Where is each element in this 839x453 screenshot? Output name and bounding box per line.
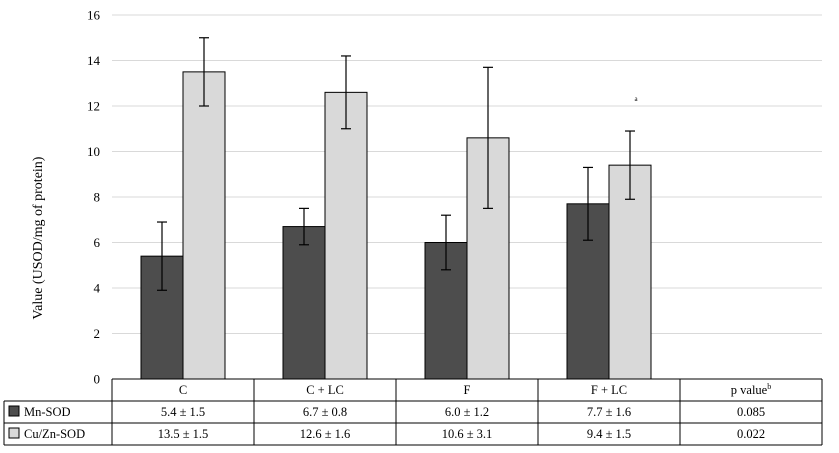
y-tick-label: 16 [87,8,101,23]
p-value-cell: 0.022 [737,427,765,441]
y-tick-label: 4 [94,281,101,296]
legend-swatch [8,427,20,439]
bar-cu-zn-sod [324,91,368,380]
table-cell: 12.6 ± 1.6 [300,427,351,441]
p-value-header: p valueb [731,382,771,397]
table-cell: 9.4 ± 1.5 [587,427,631,441]
legend-label: Cu/Zn-SOD [24,427,85,441]
table-cell: 10.6 ± 3.1 [442,427,493,441]
y-tick-label: 10 [87,144,100,159]
annotation-label: a [634,95,638,103]
legend-label: Mn-SOD [24,405,71,419]
bar-mn-sod [282,226,326,380]
y-tick-label: 8 [94,190,101,205]
y-tick-label: 2 [94,326,101,341]
table-cell: 6.0 ± 1.2 [445,405,489,419]
table-cell: 6.7 ± 0.8 [303,405,347,419]
table-cell: 5.4 ± 1.5 [161,405,205,419]
y-axis-title: Value (USOD/mg of protein) [31,156,46,319]
y-tick-label: 14 [87,53,101,68]
y-tick-label: 0 [94,372,101,387]
bar-cu-zn-sod [182,71,226,380]
y-tick-label: 12 [87,99,100,114]
y-axis-ticks: 0 2 4 6 8 10 12 14 16 [87,8,101,387]
p-value-cell: 0.085 [737,405,765,419]
bars: a [112,37,822,380]
bar-cu-zn-sod [608,164,652,380]
legend-swatch [8,405,20,417]
table-cell: 13.5 ± 1.5 [158,427,209,441]
table-cell: 7.7 ± 1.6 [587,405,631,419]
y-tick-label: 6 [94,235,101,250]
category-label: F + LC [591,383,627,397]
data-table: C C + LC F F + LC p valueb Mn-SOD 5.4 ± 1.5 6.7… [3,379,823,446]
category-label: C [179,383,187,397]
category-label: F [464,383,471,397]
category-label: C + LC [306,383,344,397]
